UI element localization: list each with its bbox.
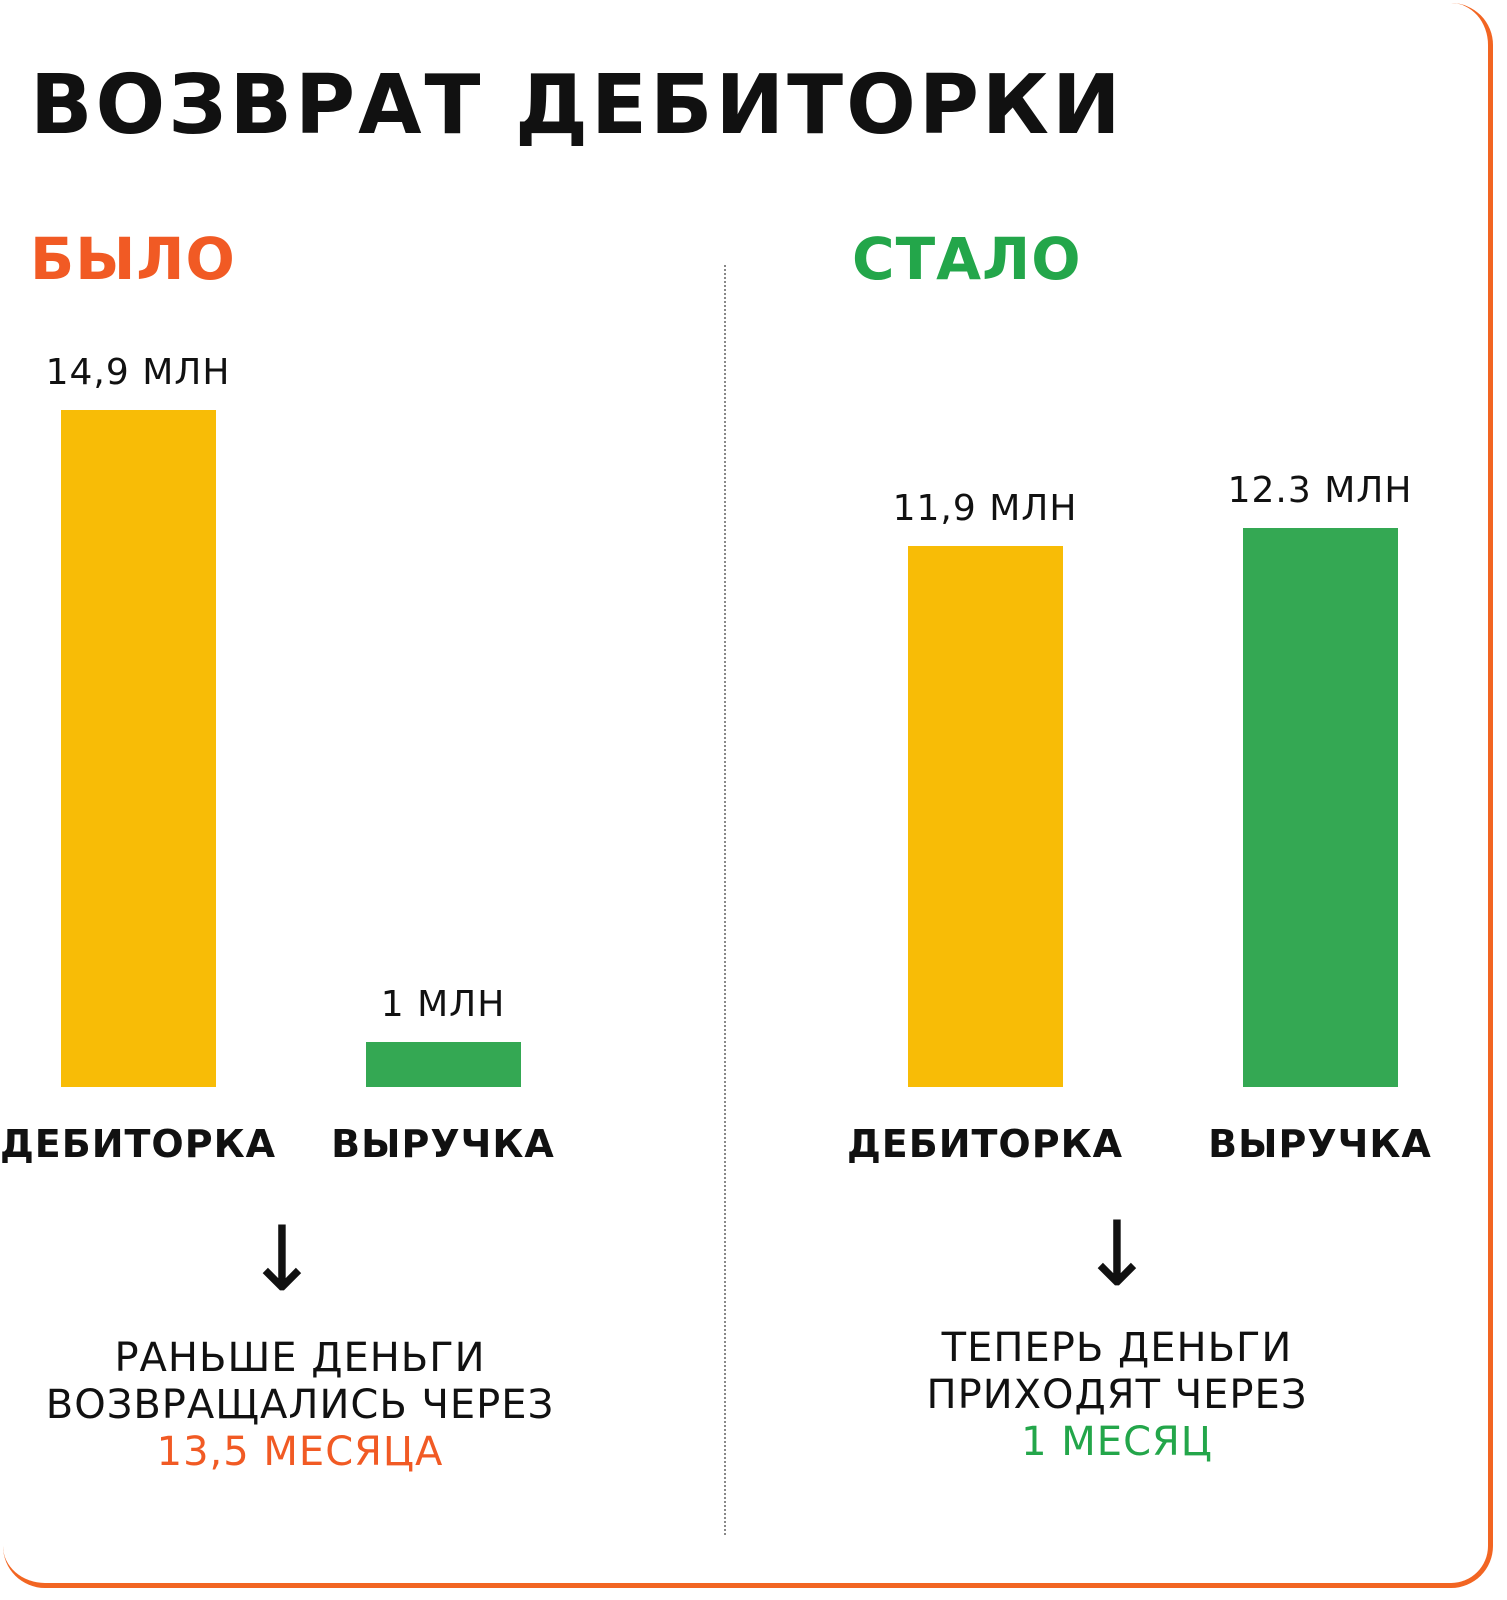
bar-after-receivables [907,546,1063,1087]
note-before-line1: РАНЬШЕ ДЕНЬГИ [114,1335,486,1381]
bar-value-label: 1 МЛН [380,983,506,1025]
note-after-line2: ПРИХОДЯТ ЧЕРЕЗ [926,1372,1308,1418]
bar-value-label: 11,9 МЛН [892,488,1078,530]
page-title: ВОЗВРАТ ДЕБИТОРКИ [30,58,1124,153]
category-label: ВЫРУЧКА [331,1122,555,1166]
arrow-down-icon: ↓ [1079,1202,1155,1307]
panel-title-after: СТАЛО [852,225,1082,293]
arrow-down-icon: ↓ [244,1207,320,1312]
bar-before-receivables [60,410,216,1087]
note-before-highlight: 13,5 МЕСЯЦА [156,1429,444,1475]
note-after-highlight: 1 МЕСЯЦ [1021,1419,1213,1465]
category-label: ДЕБИТОРКА [846,1122,1124,1166]
panel-divider [724,265,726,1535]
panel-title-before: БЫЛО [30,225,236,293]
bar-after-revenue [1242,528,1398,1087]
bar-value-label: 14,9 МЛН [45,352,231,393]
note-before: РАНЬШЕ ДЕНЬГИ ВОЗВРАЩАЛИСЬ ЧЕРЕЗ 13,5 МЕ… [46,1335,554,1476]
category-label: ВЫРУЧКА [1208,1122,1432,1166]
note-after-line1: ТЕПЕРЬ ДЕНЬГИ [941,1325,1293,1371]
note-before-line2: ВОЗВРАЩАЛИСЬ ЧЕРЕЗ [45,1382,555,1428]
note-after: ТЕПЕРЬ ДЕНЬГИ ПРИХОДЯТ ЧЕРЕЗ 1 МЕСЯЦ [927,1325,1308,1466]
category-label: ДЕБИТОРКА [0,1122,277,1166]
bar-before-revenue [365,1041,521,1087]
bar-value-label: 12.3 МЛН [1227,470,1413,512]
